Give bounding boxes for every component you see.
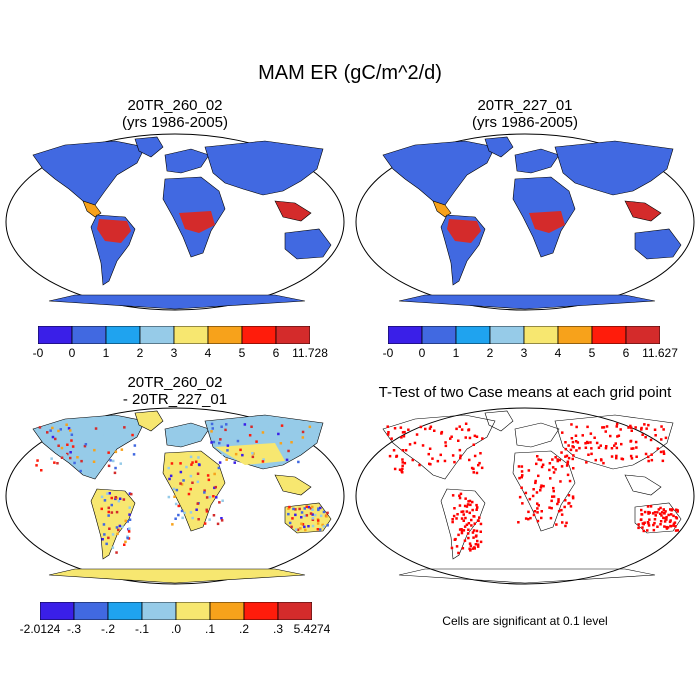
colorbar-label: -.1	[134, 622, 150, 636]
colorbar-swatch	[591, 326, 627, 344]
colorbar-swatch	[421, 326, 457, 344]
colorbar-label: 11.728	[292, 346, 328, 360]
panel-3-title-line1: 20TR_260_02	[127, 374, 223, 391]
colorbar-label: 6	[622, 346, 630, 360]
colorbar-label: 4	[204, 346, 212, 360]
colorbar-swatch	[40, 602, 75, 620]
panel-3-title-line2: - 20TR_227_01	[122, 391, 228, 408]
colorbar-label: 5	[238, 346, 246, 360]
panel-1-title-line2: (yrs 1986-2005)	[122, 114, 228, 131]
colorbar-3-labels: -2.0124 -.3 -.2 -.1 .0 .1 .2 .3 5.4274	[20, 622, 331, 638]
colorbar-swatch	[625, 326, 660, 344]
colorbar-swatch	[38, 326, 73, 344]
land-layer	[32, 410, 332, 584]
colorbar-label: -0	[382, 346, 394, 360]
colorbar-2	[388, 326, 660, 344]
colorbar-swatch	[207, 326, 243, 344]
colorbar-swatch	[141, 602, 177, 620]
panel-4-title-line1: T-Test of two Case means at each grid po…	[378, 384, 672, 401]
panel-2-title: 20TR_227_01 (yrs 1986-2005)	[400, 97, 650, 131]
colorbar-1-labels: -0 0 1 2 3 4 5 6 11.728	[33, 346, 328, 362]
map-panel-4	[355, 407, 695, 585]
colorbar-swatch	[105, 326, 141, 344]
land-outline-layer	[382, 410, 682, 584]
colorbar-swatch	[139, 326, 175, 344]
colorbar-swatch	[277, 602, 312, 620]
panel-4-title: T-Test of two Case means at each grid po…	[355, 384, 695, 401]
colorbar-swatch	[175, 602, 211, 620]
colorbar-label: 1	[452, 346, 460, 360]
colorbar-label: 2	[486, 346, 494, 360]
colorbar-swatch	[243, 602, 279, 620]
colorbar-swatch	[71, 326, 107, 344]
colorbar-swatch	[173, 326, 209, 344]
map-panel-3	[5, 407, 345, 585]
colorbar-swatch	[73, 602, 109, 620]
panel-1-title-line1: 20TR_260_02	[127, 97, 223, 114]
panel-3-title: 20TR_260_02 - 20TR_227_01	[50, 374, 300, 408]
colorbar-label: .3	[272, 622, 284, 636]
colorbar-2-labels: -0 0 1 2 3 4 5 6 11.627	[383, 346, 678, 362]
colorbar-swatch	[489, 326, 525, 344]
main-title: MAM ER (gC/m^2/d)	[258, 62, 442, 84]
colorbar-label: 11.627	[642, 346, 678, 360]
colorbar-swatch	[455, 326, 491, 344]
colorbar-swatch	[523, 326, 559, 344]
colorbar-3	[40, 602, 312, 620]
colorbar-label: .1	[204, 622, 216, 636]
colorbar-1	[38, 326, 310, 344]
land-layer	[32, 136, 332, 310]
colorbar-label: 0	[68, 346, 76, 360]
colorbar-swatch	[209, 602, 245, 620]
panel-2-title-line2: (yrs 1986-2005)	[472, 114, 578, 131]
colorbar-label: 1	[102, 346, 110, 360]
colorbar-swatch	[275, 326, 310, 344]
ttest-note: Cells are significant at 0.1 level	[442, 614, 608, 628]
colorbar-label: -0	[32, 346, 44, 360]
colorbar-label: .2	[238, 622, 250, 636]
map-panel-1	[5, 133, 345, 311]
colorbar-swatch	[241, 326, 277, 344]
colorbar-label: 3	[520, 346, 528, 360]
difference-cells	[35, 422, 329, 554]
panel-1-title: 20TR_260_02 (yrs 1986-2005)	[50, 97, 300, 131]
colorbar-swatch	[107, 602, 143, 620]
colorbar-label: .0	[170, 622, 182, 636]
land-layer	[382, 136, 682, 310]
colorbar-label: -.3	[66, 622, 82, 636]
colorbar-label: -.2	[100, 622, 116, 636]
colorbar-label: 0	[418, 346, 426, 360]
map-panel-2	[355, 133, 695, 311]
colorbar-swatch	[388, 326, 423, 344]
colorbar-label: 3	[170, 346, 178, 360]
colorbar-swatch	[557, 326, 593, 344]
colorbar-label: -2.0124	[19, 622, 61, 636]
colorbar-label: 6	[272, 346, 280, 360]
panel-2-title-line1: 20TR_227_01	[477, 97, 573, 114]
colorbar-label: 2	[136, 346, 144, 360]
colorbar-label: 5	[588, 346, 596, 360]
colorbar-label: 5.4274	[293, 622, 331, 636]
significant-cells	[386, 422, 679, 555]
colorbar-label: 4	[554, 346, 562, 360]
